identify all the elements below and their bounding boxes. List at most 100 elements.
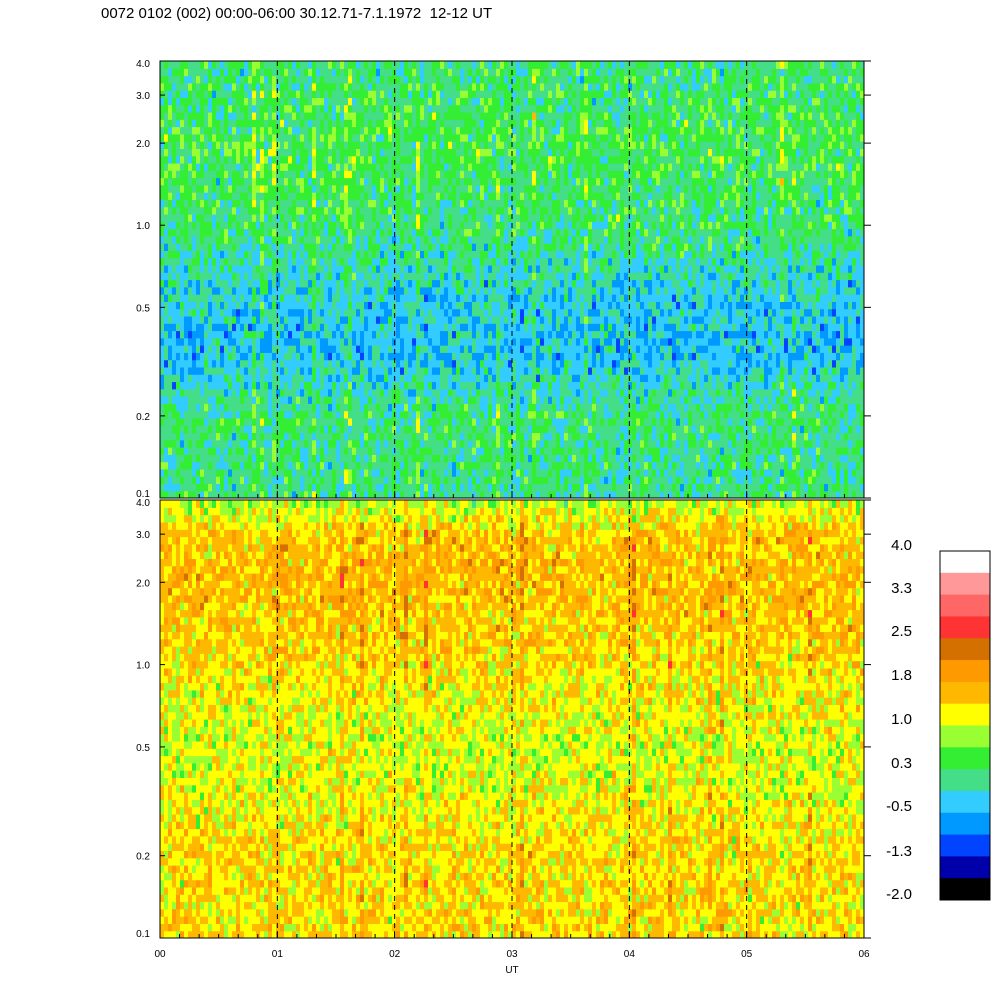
spectrogram-cell [372,315,377,324]
spectrogram-cell [444,366,449,375]
spectrogram-cell [408,61,413,69]
spectrogram-cell [232,257,237,266]
spectrogram-cell [292,454,297,463]
spectrogram-cell [208,119,213,128]
spectrogram-cell [172,228,177,237]
spectrogram-cell [436,315,441,324]
spectrogram-cell [476,192,481,200]
spectrogram-cell [340,294,345,302]
spectrogram-cell [256,301,261,310]
spectrogram-cell [388,447,393,455]
spectrogram-cell [328,468,333,477]
spectrogram-cell [492,425,497,434]
spectrogram-cell [352,461,357,470]
spectrogram-cell [320,490,325,498]
spectrogram-cell [372,483,377,492]
spectrogram-cell [184,323,189,332]
spectrogram-cell [168,90,173,99]
spectrogram-cell [176,104,181,113]
spectrogram-cell [352,396,357,404]
spectrogram-cell [248,286,253,295]
spectrogram-cell [284,286,289,295]
spectrogram-cell [336,359,341,368]
spectrogram-cell [240,410,245,419]
spectrogram-cell [396,155,401,164]
spectrogram-cell [236,396,241,404]
spectrogram-cell [332,177,337,186]
spectrogram-cell [164,192,169,200]
spectrogram-cell [372,82,377,91]
spectrogram-cell [212,323,217,332]
spectrogram-cell [352,257,357,266]
spectrogram-cell [188,119,193,128]
spectrogram-cell [168,170,173,179]
spectrogram-cell [356,374,361,383]
spectrogram-cell [376,476,381,485]
spectrogram-cell [392,90,397,99]
spectrogram-cell [292,359,297,368]
spectrogram-cell [252,257,257,266]
spectrogram-cell [332,468,337,477]
spectrogram-cell [456,235,461,244]
spectrogram-cell [332,403,337,412]
spectrogram-cell [196,250,201,259]
spectrogram-cell [348,133,353,142]
spectrogram-cell [244,308,249,317]
spectrogram-cell [268,68,273,77]
spectrogram-cell [404,61,409,69]
spectrogram-cell [472,243,477,251]
spectrogram-cell [268,257,273,266]
spectrogram-cell [320,425,325,434]
spectrogram-cell [432,403,437,412]
spectrogram-cell [456,264,461,273]
spectrogram-cell [304,162,309,171]
spectrogram-cell [208,330,213,339]
spectrogram-cell [412,272,417,281]
spectrogram-cell [252,396,257,404]
spectrogram-cell [384,177,389,186]
spectrogram-cell [292,221,297,230]
spectrogram-cell [196,439,201,448]
spectrogram-cell [212,82,217,91]
spectrogram-cell [416,68,421,77]
spectrogram-cell [300,68,305,77]
spectrogram-cell [464,90,469,99]
spectrogram-cell [160,359,165,368]
spectrogram-cell [360,301,365,310]
spectrogram-cell [300,374,305,383]
spectrogram-cell [336,352,341,361]
spectrogram-cell [332,279,337,288]
spectrogram-cell [228,476,233,485]
spectrogram-cell [240,490,245,498]
spectrogram-cell [184,82,189,91]
spectrogram-cell [292,330,297,339]
spectrogram-cell [224,257,229,266]
spectrogram-cell [192,315,197,324]
spectrogram-cell [176,75,181,84]
spectrogram-cell [192,323,197,332]
spectrogram-cell [300,228,305,237]
spectrogram-cell [488,279,493,288]
spectrogram-cell [348,301,353,310]
spectrogram-cell [248,454,253,463]
spectrogram-cell [292,199,297,208]
spectrogram-cell [276,345,281,353]
spectrogram-cell [476,490,481,498]
spectrogram-cell [448,439,453,448]
spectrogram-cell [184,396,189,404]
spectrogram-cell [356,381,361,390]
spectrogram-cell [340,75,345,84]
spectrogram-cell [332,68,337,77]
spectrogram-cell [388,111,393,120]
spectrogram-cell [240,374,245,383]
spectrogram-cell [200,68,205,77]
spectrogram-cell [192,177,197,186]
spectrogram-cell [420,432,425,441]
spectrogram-cell [360,90,365,99]
spectrogram-cell [224,468,229,477]
spectrogram-cell [160,90,165,99]
spectrogram-cell [288,286,293,295]
spectrogram-cell [432,345,437,353]
spectrogram-cell [344,272,349,281]
spectrogram-cell [248,155,253,164]
